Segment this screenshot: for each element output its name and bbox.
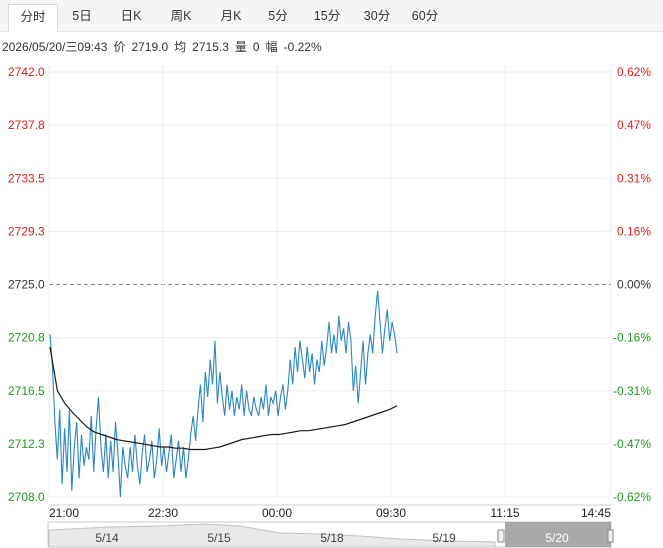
tab-5-min[interactable]: 5分 xyxy=(268,9,288,23)
navigator-date-label: 5/14 xyxy=(95,531,119,545)
percent-tick-label: 0.00% xyxy=(617,278,651,292)
time-tick-label: 11:15 xyxy=(490,506,519,520)
change-value: -0.22% xyxy=(283,40,322,54)
navigator-selection[interactable] xyxy=(505,522,611,547)
price-tick-label: 2712.3 xyxy=(8,437,45,451)
tab-15-min[interactable]: 15分 xyxy=(313,9,341,23)
time-tick-label: 22:30 xyxy=(148,506,178,520)
average-series-line xyxy=(49,346,398,451)
avg-value: 2715.3 xyxy=(192,40,229,54)
time-navigator[interactable]: 5/14 5/15 5/18 5/19 5/20 xyxy=(47,521,614,548)
navigator-date-label: 5/20 xyxy=(545,531,569,545)
axis-label-layer: 2742.0 0.62% 2737.8 0.47% 2733.5 0.31% 2729.3 0… xyxy=(8,65,651,520)
percent-tick-label: 0.47% xyxy=(617,118,651,132)
series-layer xyxy=(49,290,398,498)
price-tick-label: 2729.3 xyxy=(8,224,45,238)
tab-intraday[interactable]: 分时 xyxy=(8,4,58,32)
time-tick-label: 09:30 xyxy=(376,506,406,520)
percent-tick-label: 0.16% xyxy=(617,224,651,238)
price-label: 价 xyxy=(113,40,126,54)
volume-label: 量 xyxy=(234,40,247,54)
tab-60-min[interactable]: 60分 xyxy=(411,9,439,23)
navigator-date-label: 5/15 xyxy=(207,531,231,545)
price-tick-label: 2733.5 xyxy=(8,171,45,185)
price-tick-label: 2725.0 xyxy=(8,278,45,292)
avg-label: 均 xyxy=(174,40,187,54)
navigator-date-label: 5/18 xyxy=(320,531,344,545)
change-label: 幅 xyxy=(265,40,278,54)
price-series-line xyxy=(49,290,398,498)
period-tab-bar: 分时 5日 日K 周K 月K 5分 15分 30分 60分 xyxy=(0,0,663,32)
percent-tick-label: -0.31% xyxy=(613,384,651,398)
percent-tick-label: 0.62% xyxy=(617,65,651,79)
navigator-right-handle[interactable] xyxy=(607,529,614,543)
time-tick-label: 14:45 xyxy=(581,506,611,520)
price-tick-label: 2742.0 xyxy=(8,65,45,79)
quote-info-line: 2026/05/20/三09:43 价 2719.0 均 2715.3 量 0 幅 -0.22% xyxy=(2,38,328,55)
tab-30-min[interactable]: 30分 xyxy=(363,9,391,23)
price-tick-label: 2720.8 xyxy=(8,331,45,345)
navigator-area xyxy=(48,523,496,548)
price-tick-label: 2716.5 xyxy=(8,384,45,398)
navigator-left-handle[interactable] xyxy=(497,529,505,543)
time-tick-label: 21:00 xyxy=(49,506,79,520)
price-value: 2719.0 xyxy=(131,40,169,54)
percent-tick-label: -0.16% xyxy=(613,331,651,345)
navigator-date-label: 5/19 xyxy=(432,531,456,545)
grid-layer xyxy=(48,66,612,506)
tab-monthly-k[interactable]: 月K xyxy=(220,9,242,23)
quote-datetime: 2026/05/20/三09:43 xyxy=(2,40,108,54)
tab-5-day[interactable]: 5日 xyxy=(72,9,92,23)
price-tick-label: 2708.0 xyxy=(8,490,45,504)
percent-tick-label: -0.47% xyxy=(613,437,651,451)
percent-tick-label: -0.62% xyxy=(613,490,651,504)
tab-daily-k[interactable]: 日K xyxy=(120,9,142,23)
percent-tick-label: 0.31% xyxy=(617,171,651,185)
volume-value: 0 xyxy=(252,40,260,54)
time-tick-label: 00:00 xyxy=(262,506,292,520)
tab-weekly-k[interactable]: 周K xyxy=(170,9,192,23)
price-tick-label: 2737.8 xyxy=(8,118,45,132)
